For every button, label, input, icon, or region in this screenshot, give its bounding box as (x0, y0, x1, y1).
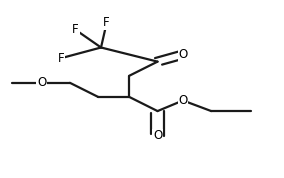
Text: O: O (178, 48, 188, 61)
Text: F: F (58, 52, 65, 65)
Text: O: O (178, 94, 188, 107)
Text: O: O (153, 129, 162, 142)
Text: F: F (72, 23, 79, 36)
Text: O: O (37, 76, 46, 89)
Text: F: F (103, 16, 110, 29)
